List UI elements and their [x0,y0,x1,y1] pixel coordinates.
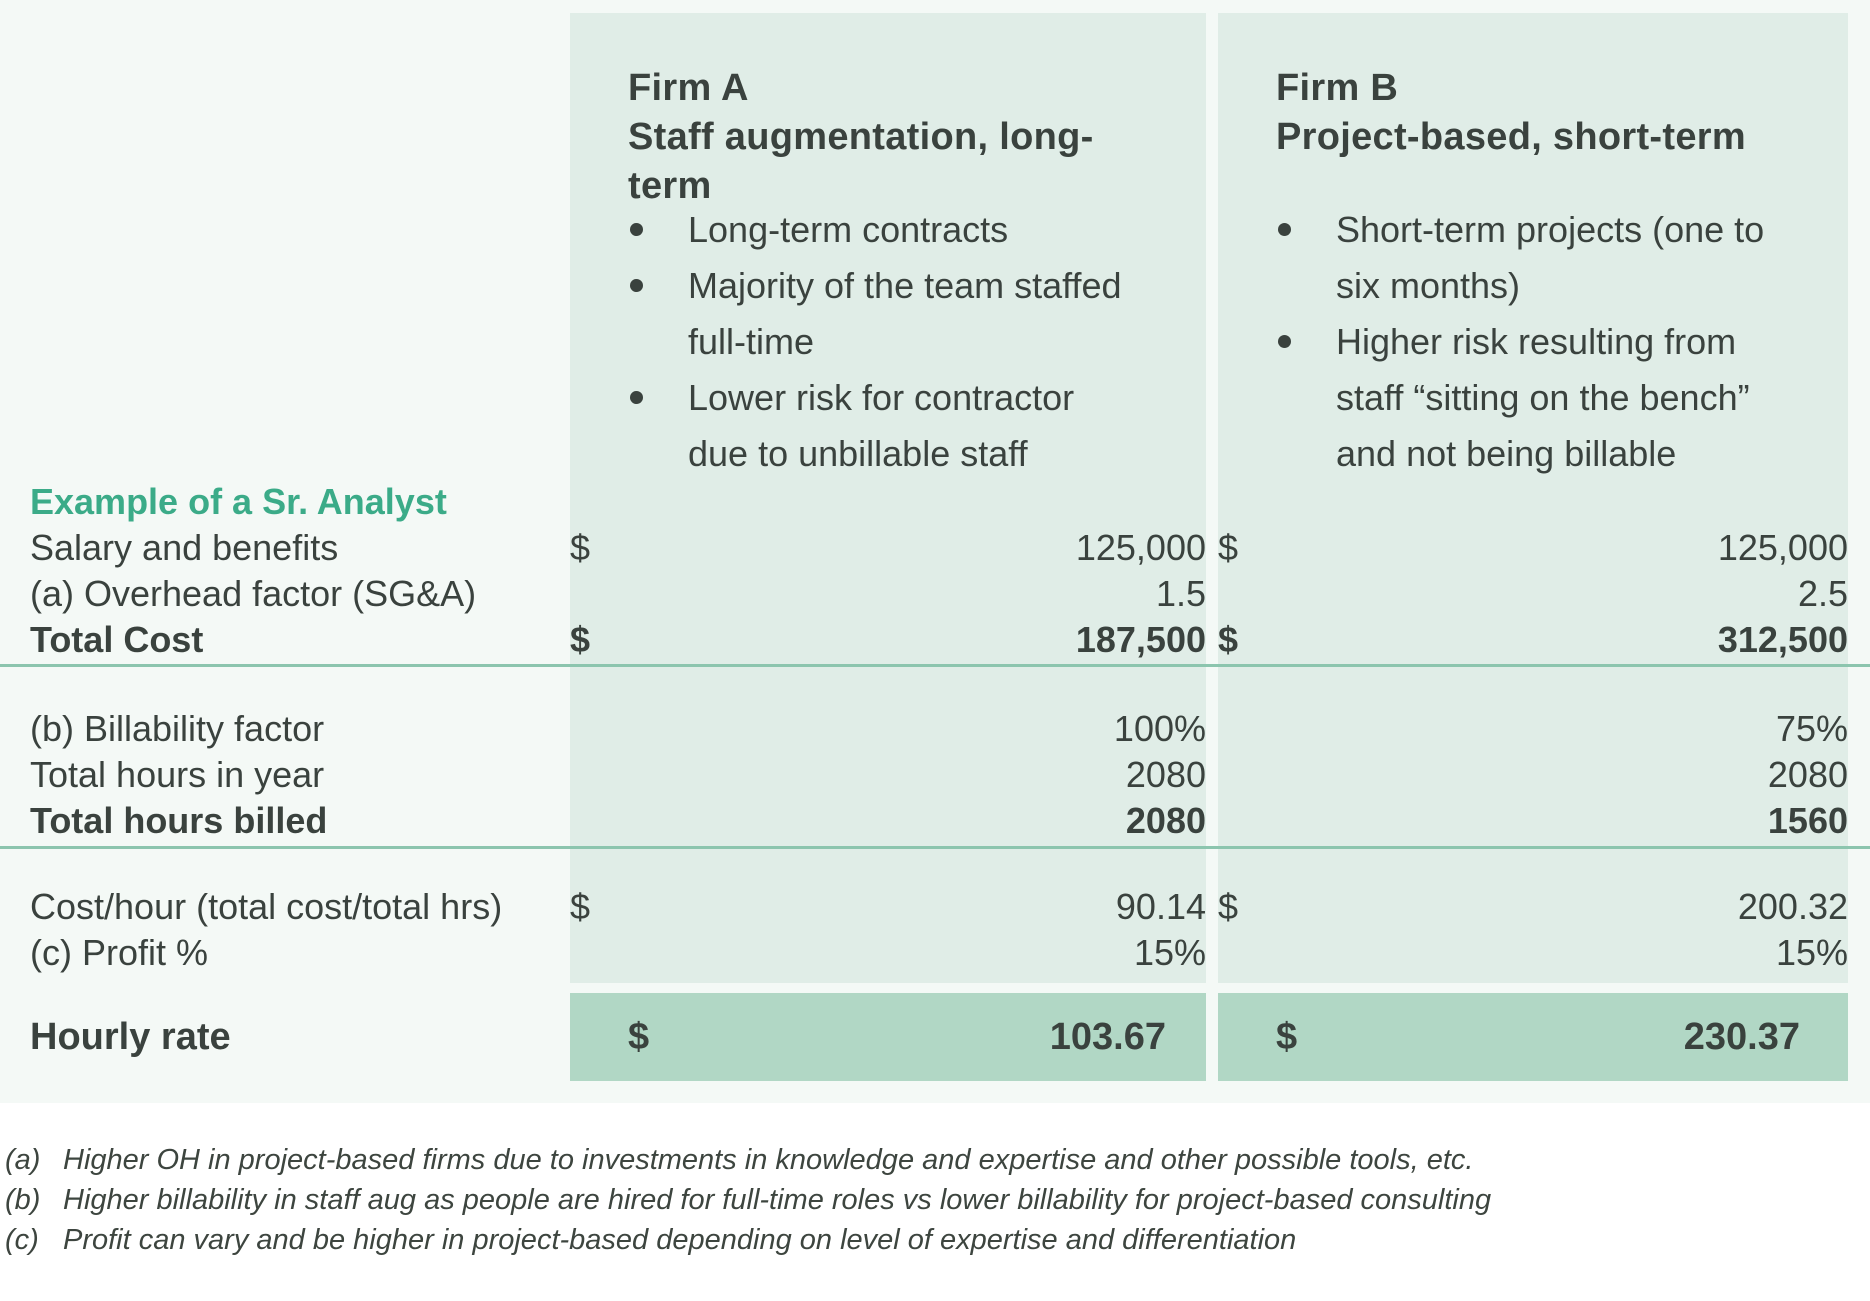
currency-symbol: $ [1218,619,1239,660]
footnote-label: (a) [5,1144,41,1176]
section-divider [0,664,1870,667]
section-divider [0,846,1870,849]
list-item: Higher risk resulting from staff “sittin… [1278,314,1793,482]
firm-b-overhead-row: 2.5 [1218,571,1848,617]
firm-a-salary-value: 125,000 [1075,527,1206,568]
firm-b-hours-year-row: 2080 [1218,752,1848,798]
firm-b-bullet-list: Short-term projects (one to six months) … [1278,202,1793,482]
cost-section-labels: Example of a Sr. Analyst Salary and bene… [30,479,560,663]
firm-b-cost-hour-value: 200.32 [1737,886,1848,927]
currency-symbol: $ [1276,1015,1298,1058]
firm-b-salary-value: 125,000 [1717,527,1848,568]
row-label-profit: (c) Profit % [30,932,209,973]
firm-b-salary-row: $ 125,000 [1218,525,1848,571]
bullet-icon [1278,223,1291,236]
bullet-text: Higher risk resulting from staff “sittin… [1336,321,1750,474]
firm-a-total-cost-row: $ 187,500 [570,617,1206,663]
row-label-billability: (b) Billability factor [30,708,325,749]
firm-b-cost-hour-row: $ 200.32 [1218,884,1848,930]
firm-a-profit-value: 15% [1133,932,1206,973]
footnotes: (a) Higher OH in project-based firms due… [5,1140,1870,1260]
firm-a-header: Firm A Staff augmentation, long-term [628,64,1173,211]
footnote-text: Profit can vary and be higher in project… [63,1224,1297,1256]
bullet-icon [630,279,643,292]
firm-b-hours-billed-value: 1560 [1767,800,1848,841]
list-item: Short-term projects (one to six months) [1278,202,1793,314]
firm-a-cost-hour-row: $ 90.14 [570,884,1206,930]
firm-b-billability-row: 75% [1218,706,1848,752]
firm-a-subtitle: Staff augmentation, long-term [628,116,1094,207]
row-label-salary: Salary and benefits [30,527,339,568]
firm-a-cost-hour-value: 90.14 [1115,886,1206,927]
footnote-text: Higher OH in project-based firms due to … [63,1144,1474,1176]
row-label-overhead: (a) Overhead factor (SG&A) [30,573,477,614]
currency-symbol: $ [570,527,591,568]
firm-b-hours-year-value: 2080 [1767,754,1848,795]
firm-b-header: Firm B Project-based, short-term [1276,64,1821,162]
firm-b-profit-row: 15% [1218,930,1848,976]
firm-a-hours-billed-row: 2080 [570,798,1206,844]
firm-b-profit-value: 15% [1775,932,1848,973]
footnote-a: (a) Higher OH in project-based firms due… [5,1140,1870,1180]
firm-a-hourly-rate-row: $ 103.67 [570,993,1206,1081]
firm-b-total-cost-value: 312,500 [1717,619,1848,660]
firm-a-overhead-value: 1.5 [1155,573,1206,614]
firm-a-bullet-list: Long-term contracts Majority of the team… [630,202,1135,482]
currency-symbol: $ [570,619,591,660]
firm-b-hourly-rate-band [1218,993,1848,1081]
bullet-icon [630,391,643,404]
firm-a-billability-row: 100% [570,706,1206,752]
firm-b-hours-billed-row: 1560 [1218,798,1848,844]
bullet-icon [630,223,643,236]
bullet-text: Lower risk for contractor due to unbilla… [688,377,1075,474]
footnote-b: (b) Higher billability in staff aug as p… [5,1180,1870,1220]
hours-section-labels: (b) Billability factor Total hours in ye… [30,706,560,844]
firm-a-hourly-rate-band [570,993,1206,1081]
firm-a-panel [570,13,1206,983]
firm-a-hours-billed-value: 2080 [1125,800,1206,841]
row-label-hours-billed: Total hours billed [30,800,328,841]
bullet-icon [1278,335,1291,348]
firm-b-title: Firm B [1276,67,1399,109]
list-item: Lower risk for contractor due to unbilla… [630,370,1135,482]
firm-b-subtitle: Project-based, short-term [1276,116,1746,158]
bullet-text: Long-term contracts [688,209,1009,250]
firm-a-title: Firm A [628,67,749,109]
firm-b-billability-value: 75% [1775,708,1848,749]
firm-b-hourly-rate-value: 230.37 [1683,1015,1800,1058]
rate-section-labels: Cost/hour (total cost/total hrs) (c) Pro… [30,884,560,976]
firm-a-overhead-row: 1.5 [570,571,1206,617]
firm-a-hourly-rate-value: 103.67 [1049,1015,1166,1058]
currency-symbol: $ [1218,886,1239,927]
footnote-c: (c) Profit can vary and be higher in pro… [5,1220,1870,1260]
firm-b-panel [1218,13,1848,983]
firm-a-total-cost-value: 187,500 [1075,619,1206,660]
footnote-text: Higher billability in staff aug as peopl… [63,1184,1492,1216]
currency-symbol: $ [570,886,591,927]
bullet-text: Short-term projects (one to six months) [1336,209,1765,306]
currency-symbol: $ [1218,527,1239,568]
footnote-label: (c) [5,1224,39,1256]
bullet-text: Majority of the team staffed full-time [688,265,1122,362]
section-heading: Example of a Sr. Analyst [30,481,447,522]
firm-b-total-cost-row: $ 312,500 [1218,617,1848,663]
firm-b-hourly-rate-row: $ 230.37 [1218,993,1848,1081]
footnote-label: (b) [5,1184,41,1216]
firm-a-hours-year-value: 2080 [1125,754,1206,795]
row-label-hours-year: Total hours in year [30,754,325,795]
currency-symbol: $ [628,1015,650,1058]
firm-a-salary-row: $ 125,000 [570,525,1206,571]
firm-a-hours-year-row: 2080 [570,752,1206,798]
list-item: Long-term contracts [630,202,1135,258]
row-label-cost-hour: Cost/hour (total cost/total hrs) [30,886,503,927]
row-label-total-cost: Total Cost [30,619,204,660]
firm-b-overhead-value: 2.5 [1797,573,1848,614]
firm-a-profit-row: 15% [570,930,1206,976]
list-item: Majority of the team staffed full-time [630,258,1135,370]
row-label-hourly-rate: Hourly rate [30,1016,231,1058]
firm-a-billability-value: 100% [1113,708,1206,749]
